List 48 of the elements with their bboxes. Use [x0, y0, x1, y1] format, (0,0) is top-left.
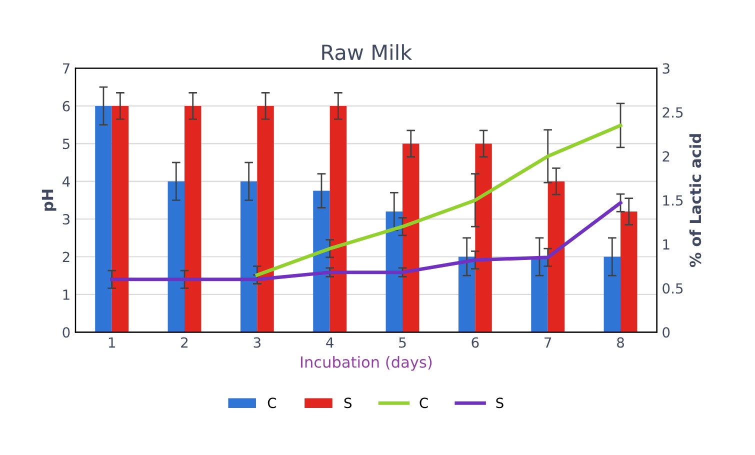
bar [112, 106, 129, 332]
bar [386, 212, 403, 332]
legend-label: C [268, 398, 276, 408]
y2-tick-label: 2 [662, 151, 670, 162]
y2-tick-label: 1.5 [663, 195, 683, 206]
y-tick-label: 2 [62, 252, 70, 262]
y2-tick-label: 3 [662, 63, 670, 74]
legend-label: S [496, 398, 504, 408]
y2-axis-title: % of Lactic acid [689, 134, 702, 268]
bar [184, 106, 202, 332]
y2-tick-label: 0.5 [662, 283, 683, 294]
y-tick-label: 1 [63, 290, 70, 300]
legend-label: S [344, 398, 352, 408]
y-tick-label: 3 [62, 214, 70, 225]
chart-title: Raw Milk [322, 44, 412, 60]
bar [402, 144, 420, 332]
bar [620, 212, 638, 332]
bar [475, 144, 492, 332]
line-series [110, 201, 622, 282]
y-tick-label: 0 [62, 327, 70, 338]
bar [257, 106, 274, 332]
y2-tick-label: 1 [663, 239, 670, 250]
x-tick-label: 4 [326, 337, 334, 348]
x-axis-title: Incubation (days) [300, 356, 432, 371]
x-tick-label: 8 [617, 337, 624, 348]
y2-tick-label: 2.5 [662, 107, 683, 118]
x-tick-label: 1 [108, 337, 115, 348]
bar [240, 181, 258, 332]
bar [168, 181, 185, 332]
bar [95, 106, 112, 332]
bar [604, 256, 621, 332]
legend-label: C [420, 398, 428, 408]
y-tick-label: 5 [62, 138, 70, 150]
x-tick-label: 3 [254, 337, 260, 348]
x-tick-label: 2 [181, 337, 188, 348]
x-tick-label: 7 [544, 337, 552, 348]
y-tick-label: 6 [62, 100, 70, 112]
y-tick-label: 7 [62, 63, 70, 74]
bar [458, 256, 476, 332]
line-series [255, 124, 622, 277]
x-tick-label: 5 [399, 337, 406, 348]
y-axis-title: pH [42, 190, 56, 211]
bar [313, 190, 330, 332]
x-tick-label: 6 [472, 337, 479, 348]
bar [548, 181, 565, 332]
y2-tick-label: 0 [662, 327, 670, 338]
bar [330, 106, 347, 332]
y-tick-label: 4 [62, 176, 70, 187]
